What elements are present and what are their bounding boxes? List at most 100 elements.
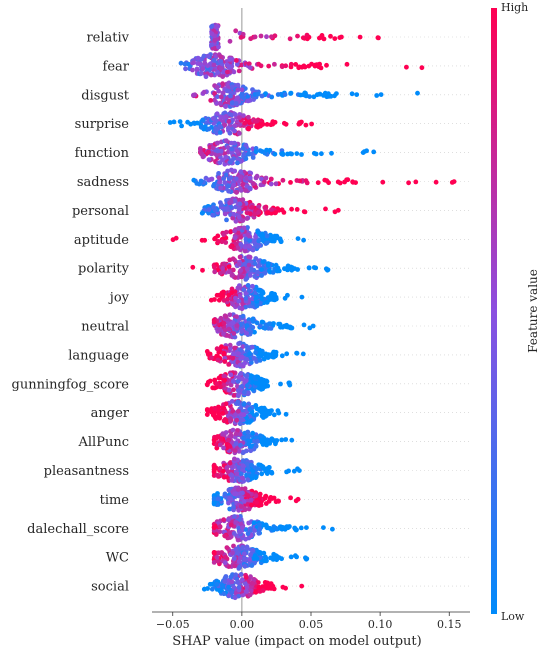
shap-point xyxy=(231,182,237,188)
shap-point xyxy=(298,525,304,531)
shap-point xyxy=(206,207,212,213)
shap-point xyxy=(288,90,294,96)
shap-point xyxy=(220,410,226,416)
shap-point xyxy=(260,385,266,390)
shap-point xyxy=(229,244,234,250)
shap-point xyxy=(354,92,360,97)
shap-point xyxy=(238,242,244,247)
shap-point xyxy=(259,439,265,445)
shap-point xyxy=(191,92,196,98)
shap-point xyxy=(211,501,217,506)
shap-point xyxy=(207,581,213,587)
shap-point xyxy=(232,514,237,519)
shap-point xyxy=(210,212,216,218)
shap-point xyxy=(230,272,236,278)
shap-point xyxy=(252,589,258,594)
shap-point xyxy=(300,35,306,41)
shap-point xyxy=(272,233,278,239)
shap-point xyxy=(250,430,256,436)
shap-point xyxy=(236,448,242,454)
shap-point xyxy=(247,65,253,70)
shap-point xyxy=(228,229,234,234)
shap-point xyxy=(293,553,298,559)
colorbar-high-label: High xyxy=(501,1,528,14)
shap-point xyxy=(276,268,282,274)
shap-point xyxy=(223,138,229,144)
shap-point xyxy=(239,329,245,334)
shap-point xyxy=(311,94,317,100)
shap-point xyxy=(227,342,233,348)
shap-point xyxy=(233,572,239,578)
shap-point xyxy=(244,461,250,467)
shap-point xyxy=(249,563,255,568)
shap-point xyxy=(255,466,260,472)
shap-point xyxy=(239,94,245,99)
shap-point xyxy=(269,238,275,244)
shap-point xyxy=(230,215,236,221)
shap-point xyxy=(243,188,249,193)
feature-label: pleasantness xyxy=(44,464,129,479)
shap-point xyxy=(357,34,363,40)
shap-point xyxy=(243,290,249,296)
colorbar xyxy=(491,8,497,614)
shap-point xyxy=(211,319,217,325)
shap-point xyxy=(280,151,285,156)
shap-point xyxy=(222,417,228,422)
feature-label: surprise xyxy=(75,117,130,132)
shap-point xyxy=(226,584,231,590)
shap-point xyxy=(272,151,278,157)
shap-point xyxy=(229,399,235,404)
shap-point xyxy=(234,471,240,477)
shap-point xyxy=(233,412,238,417)
shap-point xyxy=(266,63,272,69)
shap-point xyxy=(255,374,261,380)
shap-point xyxy=(222,122,228,128)
shap-point xyxy=(283,266,289,272)
shap-point xyxy=(208,72,214,78)
shap-point xyxy=(244,275,250,281)
shap-point xyxy=(284,351,290,357)
shap-point xyxy=(299,294,305,300)
shap-point xyxy=(236,392,241,398)
feature-label: time xyxy=(100,493,130,508)
shap-point xyxy=(433,179,439,185)
shap-point xyxy=(299,119,304,125)
shap-point xyxy=(258,462,263,468)
shap-point xyxy=(273,210,278,216)
shap-point xyxy=(257,408,262,413)
shap-point xyxy=(235,399,241,405)
shap-point xyxy=(329,150,334,156)
shap-point xyxy=(232,235,238,241)
shap-point xyxy=(206,210,212,216)
shap-point xyxy=(206,126,212,132)
shap-point xyxy=(288,264,294,270)
shap-point xyxy=(214,581,220,587)
shap-point xyxy=(287,36,293,42)
shap-point xyxy=(241,113,246,118)
shap-point xyxy=(232,128,238,134)
shap-point xyxy=(213,532,219,537)
shap-point xyxy=(231,543,236,549)
shap-point xyxy=(280,177,286,183)
shap-point xyxy=(269,495,274,501)
shap-point xyxy=(211,183,216,189)
shap-point xyxy=(301,322,307,328)
shap-point xyxy=(222,211,228,217)
shap-point xyxy=(231,211,237,217)
shap-point xyxy=(245,126,251,132)
colorbar-title: Feature value xyxy=(526,269,540,353)
shap-point xyxy=(318,65,324,71)
shap-point xyxy=(300,351,306,357)
shap-point xyxy=(278,239,284,245)
shap-point xyxy=(223,314,229,319)
shap-point xyxy=(419,65,425,71)
shap-point xyxy=(195,55,201,61)
shap-point xyxy=(240,412,246,417)
shap-point xyxy=(229,477,235,483)
shap-point xyxy=(219,202,224,208)
shap-point xyxy=(248,36,254,42)
shap-point xyxy=(234,58,239,63)
shap-point xyxy=(332,36,338,41)
shap-point xyxy=(215,239,221,244)
shap-point xyxy=(344,177,349,183)
